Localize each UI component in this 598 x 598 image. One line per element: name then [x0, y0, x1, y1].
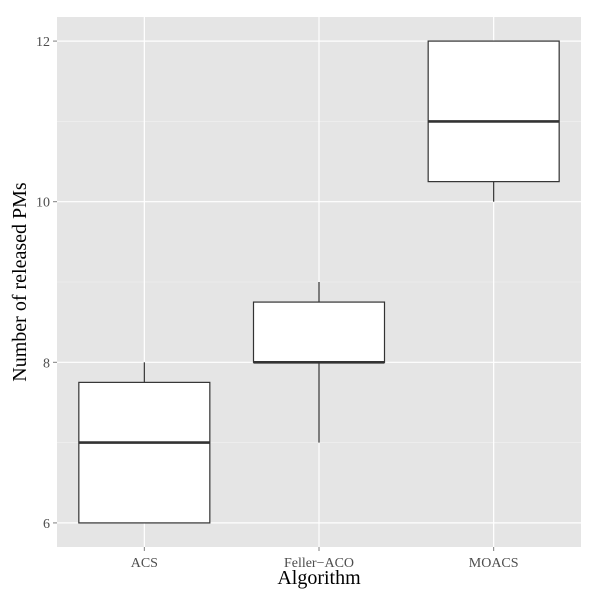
y-axis-title: Number of released PMs [9, 182, 31, 382]
box-moacs [427, 40, 560, 202]
x-tick-label: ACS [131, 556, 158, 571]
x-tick-label: MOACS [469, 556, 519, 571]
y-tick-label: 10 [36, 196, 50, 211]
x-axis: ACS Feller−ACO MOACS [131, 547, 519, 571]
y-tick-label: 8 [43, 356, 50, 371]
y-axis: 6 8 10 12 [36, 35, 57, 532]
y-tick-label: 6 [43, 517, 50, 532]
y-tick-label: 12 [36, 35, 50, 50]
x-axis-title: Algorithm [277, 567, 361, 589]
box-iqr [427, 40, 560, 183]
box-acs [78, 362, 211, 524]
boxes-layer [78, 40, 560, 524]
box-feller-aco [252, 282, 386, 443]
box-iqr [78, 381, 211, 524]
box-iqr [252, 301, 386, 363]
x-tick-label: Feller−ACO [284, 556, 354, 571]
